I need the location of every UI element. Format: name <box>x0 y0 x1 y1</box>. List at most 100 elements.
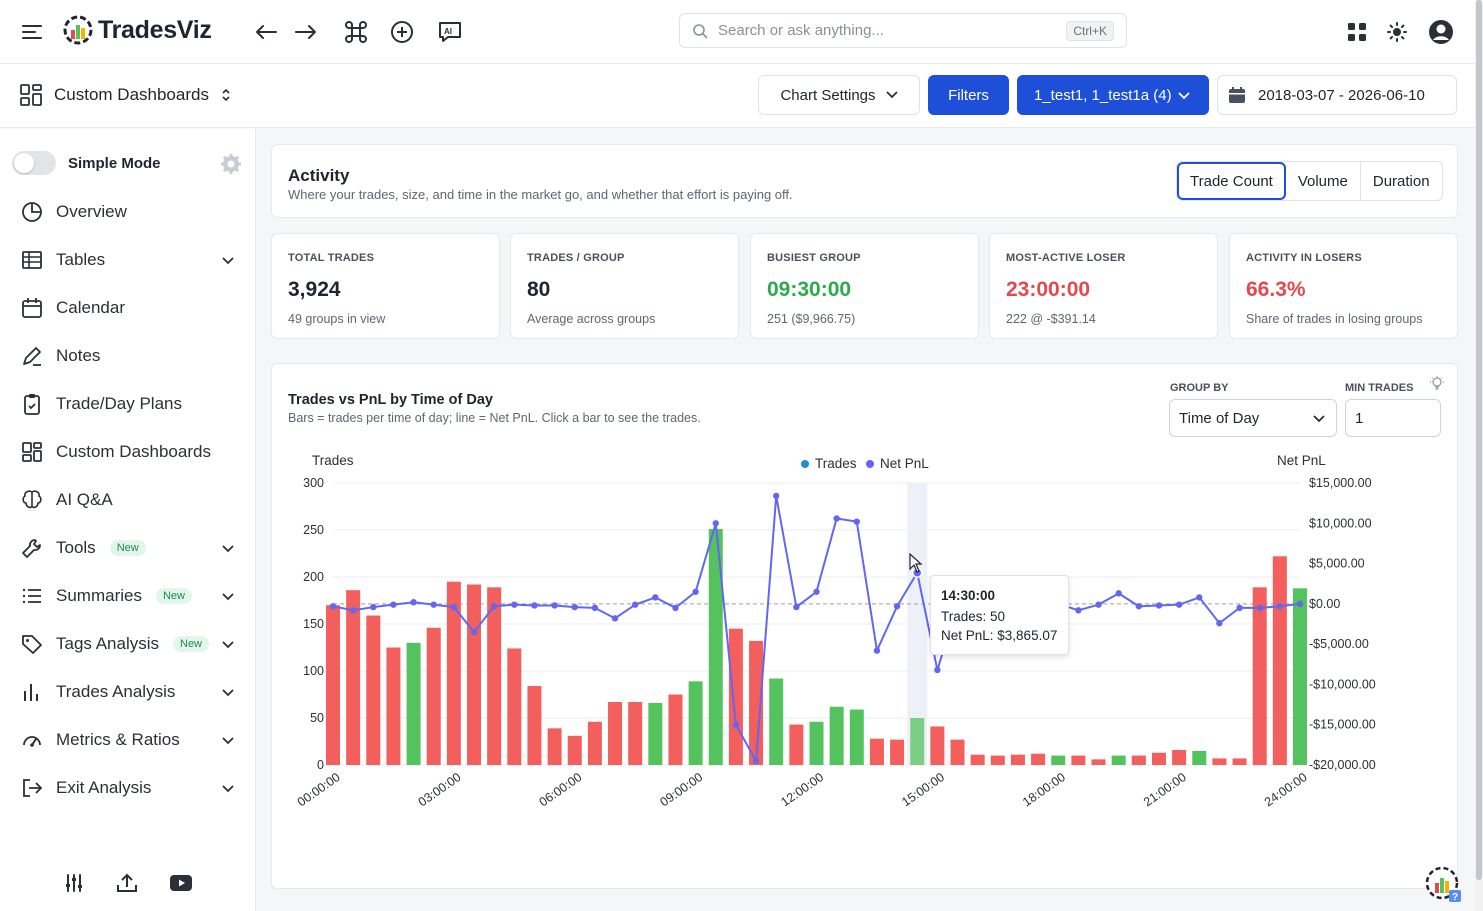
sliders-icon[interactable] <box>64 873 84 898</box>
tab-duration[interactable]: Duration <box>1372 172 1430 190</box>
sidebar-item-tables[interactable]: Tables <box>20 242 236 278</box>
brand-logo[interactable]: TradesViz <box>62 14 212 46</box>
trade-bar <box>547 728 562 765</box>
trade-bar <box>446 581 461 765</box>
trade-bar <box>1172 749 1187 765</box>
sidebar-item-calendar[interactable]: Calendar <box>20 290 236 326</box>
trade-bar <box>890 739 905 765</box>
search-input[interactable]: Search or ask anything... Ctrl+K <box>679 13 1127 48</box>
filters-button[interactable]: Filters <box>928 75 1009 115</box>
back-arrow-icon[interactable] <box>250 16 282 48</box>
grid-icon <box>20 440 44 464</box>
kpi-label: MOST-ACTIVE LOSER <box>1006 252 1126 264</box>
sidebar-item-trades-analysis[interactable]: Trades Analysis <box>20 674 236 710</box>
sidebar-item-overview[interactable]: Overview <box>20 194 236 230</box>
pnl-point <box>1216 619 1223 627</box>
chevron-down-icon[interactable] <box>222 634 234 654</box>
simple-mode-toggle[interactable]: Simple Mode <box>12 151 161 175</box>
user-avatar-icon[interactable] <box>1425 16 1457 48</box>
upload-icon[interactable] <box>116 873 138 898</box>
kpi-label: ACTIVITY IN LOSERS <box>1246 252 1362 264</box>
sidebar-item-label: Calendar <box>56 298 125 317</box>
pnl-point <box>370 603 377 611</box>
add-circle-icon[interactable] <box>386 16 418 48</box>
page-scrollbar[interactable] <box>1475 0 1483 911</box>
sidebar-item-trade-day-plans[interactable]: Trade/Day Plans <box>20 386 236 422</box>
trade-bar <box>628 702 643 765</box>
sidebar-item-metrics-ratios[interactable]: Metrics & Ratios <box>20 722 236 758</box>
min-trades-input[interactable]: 1 <box>1345 399 1441 437</box>
trade-bar <box>527 686 542 765</box>
apps-grid-icon[interactable] <box>1341 16 1373 48</box>
pnl-point <box>531 602 538 609</box>
trade-bar <box>1293 588 1307 765</box>
sidebar-item-tags-analysis[interactable]: Tags Analysis New <box>20 626 236 662</box>
pnl-point <box>329 603 337 610</box>
scrollbar-thumb[interactable] <box>1476 0 1482 880</box>
hamburger-menu-icon[interactable] <box>16 16 48 48</box>
chevron-down-icon[interactable] <box>222 250 234 270</box>
trade-bar <box>1252 587 1267 765</box>
accounts-dropdown[interactable]: 1_test1, 1_test1a (4) <box>1017 75 1209 115</box>
y-right-tick-label: -$20,000.00 <box>1309 758 1376 772</box>
chart-settings-button[interactable]: Chart Settings <box>758 75 920 115</box>
chevron-down-icon[interactable] <box>222 538 234 558</box>
bars-icon <box>20 680 44 704</box>
sidebar-item-tools[interactable]: Tools New <box>20 530 236 566</box>
gear-icon[interactable] <box>220 153 242 180</box>
sidebar-item-ai-q-a[interactable]: AI Q&A <box>20 482 236 518</box>
pnl-point <box>692 588 699 595</box>
tab-volume[interactable]: Volume <box>1286 162 1361 200</box>
group-by-select[interactable]: Time of Day <box>1169 399 1337 437</box>
sidebar-item-label: AI Q&A <box>56 490 113 509</box>
kpi-subtext: 222 @ -$391.14 <box>1006 312 1096 326</box>
kpi-label: TRADES / GROUP <box>527 252 625 264</box>
sidebar-item-label: Tags Analysis <box>56 634 159 653</box>
dashboard-selector[interactable]: Custom Dashboards <box>20 84 231 106</box>
calendar-icon <box>1229 87 1245 103</box>
sidebar-item-label: Exit Analysis <box>56 778 152 797</box>
kpi-value: 23:00:00 <box>1006 278 1091 301</box>
chevron-down-icon[interactable] <box>222 586 234 606</box>
forward-arrow-icon[interactable] <box>290 16 322 48</box>
x-tick-label: 21:00:00 <box>1141 770 1189 809</box>
command-icon[interactable] <box>340 16 372 48</box>
kpi-label: BUSIEST GROUP <box>767 252 861 264</box>
chevron-down-icon[interactable] <box>222 730 234 750</box>
pnl-point <box>349 607 357 614</box>
sidebar-item-custom-dashboards[interactable]: Custom Dashboards <box>20 434 236 470</box>
sidebar-item-label: Metrics & Ratios <box>56 730 180 749</box>
calendar-icon <box>20 296 44 320</box>
help-widget-icon[interactable]: ? <box>1425 866 1461 907</box>
theme-sun-icon[interactable] <box>1381 16 1413 48</box>
trade-bar <box>930 726 945 765</box>
kpi-subtext: 251 ($9,966.75) <box>767 312 856 326</box>
trade-bar <box>1212 758 1227 765</box>
y-right-tick-label: $0.00 <box>1309 597 1340 611</box>
date-range-picker[interactable]: 2018-03-07 - 2026-06-10 <box>1217 75 1457 115</box>
toggle-switch[interactable] <box>12 151 56 175</box>
ai-chat-icon[interactable]: AI <box>434 16 466 48</box>
sidebar-item-summaries[interactable]: Summaries New <box>20 578 236 614</box>
trade-bar <box>970 754 985 765</box>
sidebar-item-label: Overview <box>56 202 127 221</box>
activity-metric-tabs: Trade Count Volume Duration <box>1176 161 1443 201</box>
activity-subtitle: Where your trades, size, and time in the… <box>288 187 793 202</box>
sidebar-item-notes[interactable]: Notes <box>20 338 236 374</box>
chevron-down-icon[interactable] <box>222 778 234 798</box>
pnl-point <box>1155 602 1163 609</box>
youtube-icon[interactable] <box>169 874 192 896</box>
trade-bar <box>386 647 401 765</box>
trade-bar <box>587 721 602 765</box>
lightbulb-icon[interactable] <box>1430 376 1444 397</box>
trade-bar <box>688 681 703 765</box>
chevron-down-icon[interactable] <box>222 682 234 702</box>
pnl-point <box>571 603 578 611</box>
trade-bar <box>366 615 381 765</box>
tab-trade-count[interactable]: Trade Count <box>1177 162 1286 200</box>
sidebar-item-exit-analysis[interactable]: Exit Analysis <box>20 770 236 806</box>
brain-icon <box>20 488 44 512</box>
y-right-tick-label: -$10,000.00 <box>1309 677 1376 691</box>
pnl-point <box>853 518 860 525</box>
